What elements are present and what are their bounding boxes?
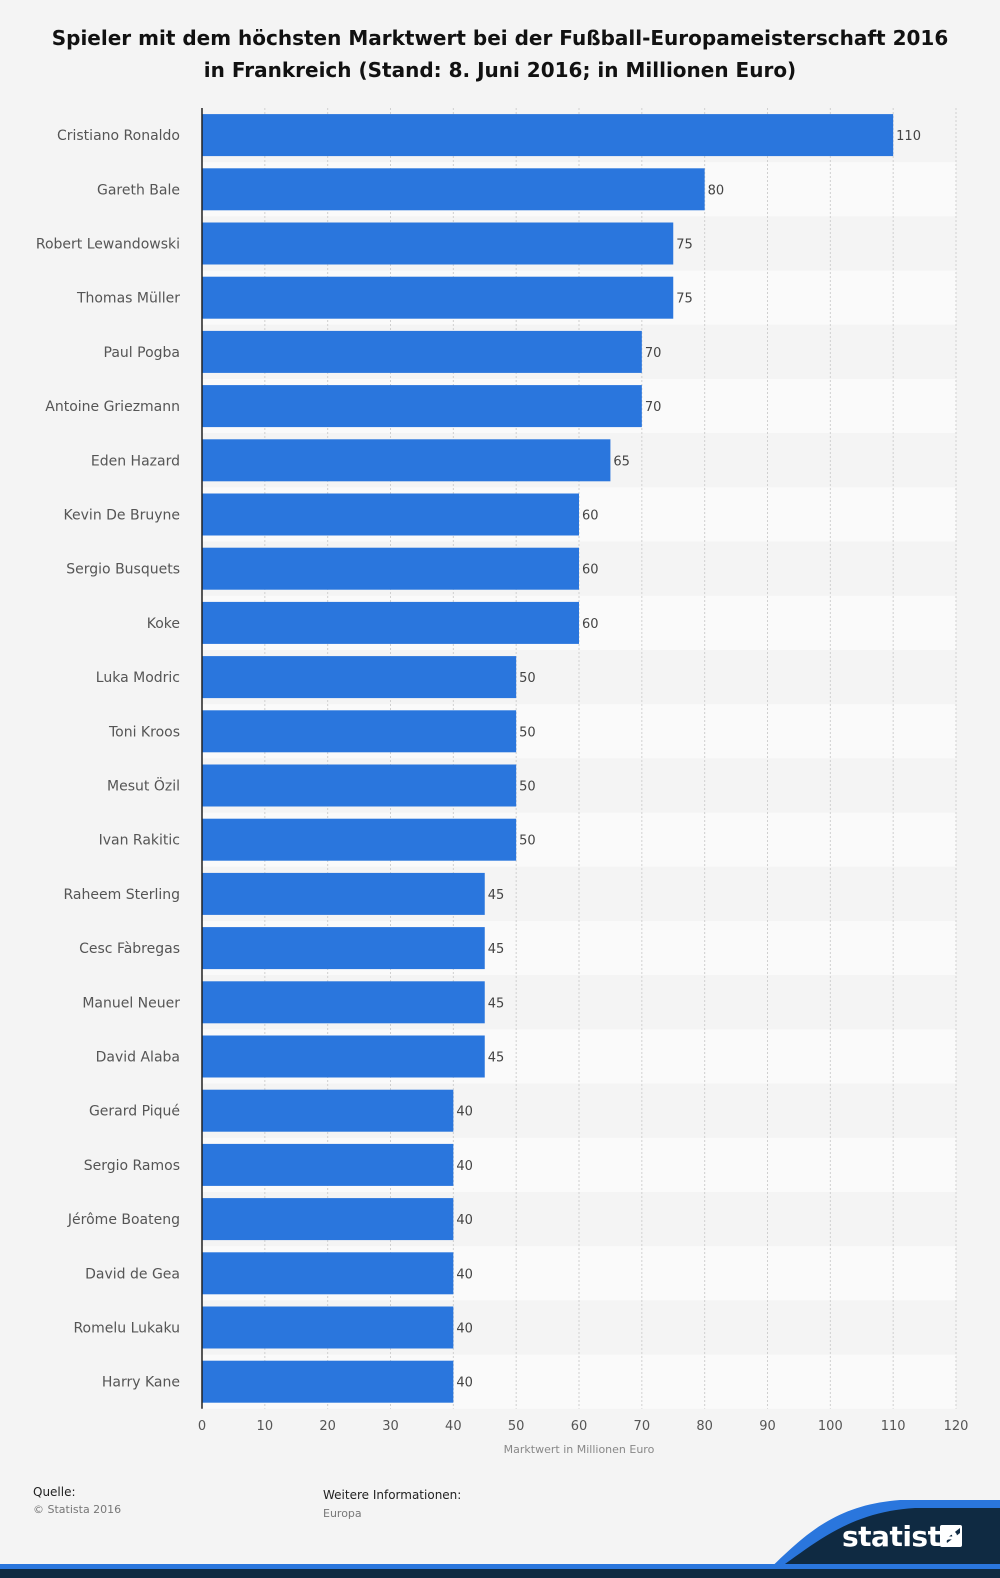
data-label: 50 (519, 671, 536, 686)
data-label: 75 (676, 238, 693, 253)
data-label: 40 (456, 1159, 473, 1174)
x-tick-label: 120 (944, 1419, 969, 1434)
category-label: Kevin De Bruyne (64, 508, 180, 524)
x-tick-label: 20 (319, 1419, 336, 1434)
x-tick-label: 110 (881, 1419, 906, 1434)
data-label: 70 (645, 346, 662, 361)
category-label: Raheem Sterling (64, 887, 180, 903)
data-label: 60 (582, 563, 599, 578)
category-label: Thomas Müller (76, 291, 180, 307)
bar (202, 1089, 454, 1132)
data-label: 40 (456, 1213, 473, 1228)
source-text: © Statista 2016 (33, 1503, 122, 1516)
bar (202, 547, 579, 590)
category-label: Robert Lewandowski (36, 237, 180, 253)
category-label: Gerard Piqué (89, 1104, 180, 1120)
category-label: Antoine Griezmann (45, 399, 180, 415)
bar (202, 276, 674, 319)
category-label: Jérôme Boateng (67, 1212, 180, 1228)
category-label: Luka Modric (96, 670, 180, 686)
bar (202, 222, 674, 265)
data-label: 40 (456, 1376, 473, 1391)
bar (202, 1306, 454, 1349)
x-axis-title: Marktwert in Millionen Euro (504, 1443, 655, 1456)
data-label: 80 (708, 183, 725, 198)
category-label: Mesut Özil (107, 777, 180, 795)
bar (202, 1035, 485, 1078)
data-label: 45 (488, 942, 505, 957)
data-label: 40 (456, 1267, 473, 1282)
x-tick-label: 0 (198, 1419, 206, 1434)
category-label: David de Gea (85, 1266, 180, 1282)
bar (202, 927, 485, 970)
category-label: Toni Kroos (108, 724, 180, 740)
data-label: 45 (488, 996, 505, 1011)
data-label: 75 (676, 292, 693, 307)
category-label: Sergio Ramos (84, 1158, 180, 1174)
bar (202, 818, 517, 861)
x-tick-label: 70 (634, 1419, 651, 1434)
bar (202, 1143, 454, 1186)
bar (202, 1198, 454, 1241)
x-tick-label: 30 (382, 1419, 399, 1434)
category-label: David Alaba (96, 1050, 180, 1066)
category-label: Eden Hazard (91, 453, 180, 469)
category-label: Harry Kane (102, 1375, 180, 1391)
bar (202, 385, 642, 428)
x-tick-label: 80 (696, 1419, 713, 1434)
bar (202, 764, 517, 807)
category-label: Gareth Bale (97, 182, 180, 198)
info-link[interactable]: Europa (323, 1507, 362, 1520)
category-label: Romelu Lukaku (73, 1321, 180, 1337)
data-label: 50 (519, 834, 536, 849)
bar (202, 114, 894, 157)
statista-mark-slash (942, 1528, 960, 1543)
category-label: Koke (147, 616, 180, 632)
bar (202, 872, 485, 915)
chart-title: Spieler mit dem höchsten Marktwert bei d… (51, 26, 949, 82)
data-label: 60 (582, 509, 599, 524)
bar (202, 710, 517, 753)
data-label: 110 (896, 129, 921, 144)
data-label: 50 (519, 780, 536, 795)
data-label: 40 (456, 1105, 473, 1120)
data-label: 60 (582, 617, 599, 632)
x-tick-label: 50 (508, 1419, 525, 1434)
data-label: 65 (613, 454, 630, 469)
brand-bottom-stripe-dark (0, 1569, 1000, 1578)
x-tick-label: 100 (818, 1419, 843, 1434)
data-label: 70 (645, 400, 662, 415)
info-heading: Weitere Informationen: (323, 1488, 462, 1502)
category-label: Ivan Rakitic (99, 833, 180, 849)
bar (202, 601, 579, 644)
x-tick-label: 10 (257, 1419, 274, 1434)
x-tick-label: 40 (445, 1419, 462, 1434)
category-label: Manuel Neuer (82, 995, 180, 1011)
data-label: 45 (488, 888, 505, 903)
bar (202, 981, 485, 1024)
bar (202, 1252, 454, 1295)
data-label: 45 (488, 1051, 505, 1066)
category-label: Paul Pogba (104, 345, 180, 361)
bar (202, 1360, 454, 1403)
category-label: Sergio Busquets (66, 562, 180, 578)
bar (202, 493, 579, 536)
data-label: 40 (456, 1322, 473, 1337)
bar (202, 439, 611, 482)
source-heading: Quelle: (33, 1485, 76, 1499)
bar (202, 168, 705, 211)
bar (202, 656, 517, 699)
category-label: Cesc Fàbregas (79, 941, 180, 957)
category-label: Cristiano Ronaldo (57, 128, 180, 144)
statista-logo: statista (842, 1520, 959, 1553)
data-label: 50 (519, 725, 536, 740)
x-tick-label: 90 (759, 1419, 776, 1434)
bar (202, 330, 642, 373)
x-tick-label: 60 (571, 1419, 588, 1434)
